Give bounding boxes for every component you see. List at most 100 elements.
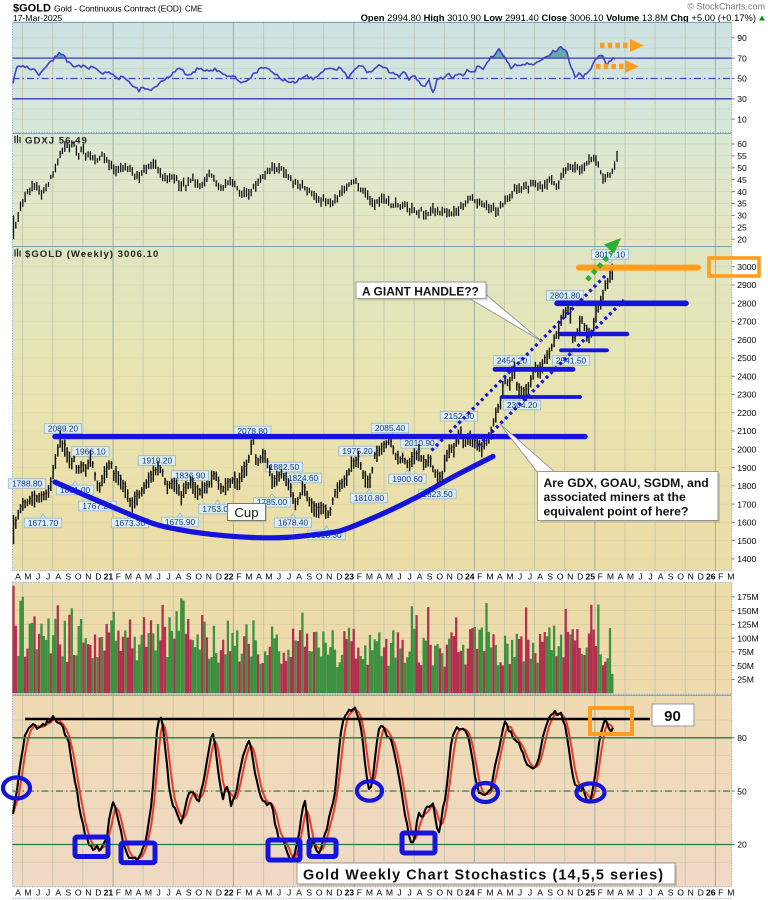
svg-text:A: A xyxy=(417,572,423,582)
svg-text:M: M xyxy=(265,888,272,898)
svg-text:1753.00: 1753.00 xyxy=(202,504,233,514)
svg-text:M: M xyxy=(145,888,152,898)
svg-text:A: A xyxy=(618,888,624,898)
svg-text:2085.40: 2085.40 xyxy=(375,423,406,433)
svg-text:70: 70 xyxy=(737,53,747,63)
svg-text:M: M xyxy=(486,888,493,898)
svg-text:J: J xyxy=(407,888,411,898)
svg-text:A: A xyxy=(537,888,543,898)
svg-text:S: S xyxy=(65,572,71,582)
svg-text:S: S xyxy=(668,572,674,582)
svg-text:M: M xyxy=(245,572,252,582)
svg-text:D: D xyxy=(216,888,222,898)
svg-text:1700: 1700 xyxy=(737,499,756,509)
svg-text:Cup: Cup xyxy=(234,505,258,520)
svg-text:M: M xyxy=(245,888,252,898)
svg-text:M: M xyxy=(125,888,132,898)
svg-text:equivalent point of here?: equivalent point of here? xyxy=(544,505,689,519)
svg-text:2801.80: 2801.80 xyxy=(550,290,581,300)
svg-text:2800: 2800 xyxy=(737,298,756,308)
svg-text:40: 40 xyxy=(737,187,747,197)
svg-text:M: M xyxy=(386,572,393,582)
svg-text:17-Mar-2025: 17-Mar-2025 xyxy=(13,13,62,23)
svg-text:22: 22 xyxy=(224,888,234,898)
svg-text:1500: 1500 xyxy=(737,536,756,546)
svg-text:GDXJ 56.49: GDXJ 56.49 xyxy=(25,136,88,147)
svg-text:M: M xyxy=(366,888,373,898)
svg-text:A: A xyxy=(377,572,383,582)
svg-text:N: N xyxy=(567,888,573,898)
svg-text:M: M xyxy=(506,888,513,898)
svg-text:A: A xyxy=(537,572,543,582)
svg-text:2454.20: 2454.20 xyxy=(497,355,528,365)
svg-text:1975.20: 1975.20 xyxy=(342,446,373,456)
svg-text:60: 60 xyxy=(737,139,747,149)
svg-text:F: F xyxy=(116,888,121,898)
svg-text:M: M xyxy=(125,572,132,582)
svg-text:2100: 2100 xyxy=(737,426,756,436)
svg-text:25M: 25M xyxy=(737,675,754,685)
svg-text:$GOLD: $GOLD xyxy=(13,3,51,15)
svg-text:J: J xyxy=(638,572,642,582)
svg-text:J: J xyxy=(287,888,291,898)
svg-text:A: A xyxy=(176,888,182,898)
svg-text:2152.30: 2152.30 xyxy=(444,411,475,421)
svg-text:J: J xyxy=(277,888,281,898)
svg-text:A: A xyxy=(256,572,262,582)
svg-text:M: M xyxy=(145,572,152,582)
svg-text:A: A xyxy=(497,888,503,898)
svg-text:21: 21 xyxy=(104,572,114,582)
svg-text:2000: 2000 xyxy=(737,445,756,455)
svg-text:F: F xyxy=(598,572,603,582)
svg-text:45: 45 xyxy=(737,175,747,185)
svg-text:90: 90 xyxy=(664,708,681,725)
svg-text:F: F xyxy=(718,572,723,582)
svg-text:1900: 1900 xyxy=(737,463,756,473)
svg-text:M: M xyxy=(24,888,31,898)
svg-text:A: A xyxy=(658,572,664,582)
svg-text:A: A xyxy=(417,888,423,898)
svg-text:S: S xyxy=(668,888,674,898)
svg-text:2089.20: 2089.20 xyxy=(48,423,79,433)
svg-text:2541.50: 2541.50 xyxy=(556,355,587,365)
svg-text:N: N xyxy=(85,888,91,898)
svg-text:F: F xyxy=(357,888,362,898)
svg-text:A: A xyxy=(176,572,182,582)
svg-text:D: D xyxy=(698,572,704,582)
svg-text:J: J xyxy=(166,572,170,582)
svg-text:S: S xyxy=(306,572,312,582)
svg-text:J: J xyxy=(156,572,160,582)
svg-text:D: D xyxy=(336,888,342,898)
svg-text:20: 20 xyxy=(737,840,747,850)
svg-text:O: O xyxy=(195,572,202,582)
svg-text:30: 30 xyxy=(737,94,747,104)
svg-text:© StockCharts.com: © StockCharts.com xyxy=(687,2,765,12)
svg-text:150M: 150M xyxy=(737,606,759,616)
svg-text:2078.80: 2078.80 xyxy=(237,426,268,436)
svg-text:2700: 2700 xyxy=(737,317,756,327)
svg-text:O: O xyxy=(677,572,684,582)
svg-text:D: D xyxy=(577,572,583,582)
svg-text:24: 24 xyxy=(465,888,475,898)
svg-text:1810.80: 1810.80 xyxy=(354,493,385,503)
svg-text:2304.20: 2304.20 xyxy=(507,400,538,410)
svg-text:Are GDX, GOAU, SGDM, and: Are GDX, GOAU, SGDM, and xyxy=(544,476,709,490)
svg-text:O: O xyxy=(557,572,564,582)
svg-text:F: F xyxy=(598,888,603,898)
svg-text:O: O xyxy=(557,888,564,898)
svg-text:A: A xyxy=(658,888,664,898)
svg-text:O: O xyxy=(316,888,323,898)
svg-text:A: A xyxy=(377,888,383,898)
svg-text:25: 25 xyxy=(586,572,596,582)
svg-text:J: J xyxy=(528,572,532,582)
svg-text:S: S xyxy=(547,572,553,582)
svg-text:A: A xyxy=(55,888,61,898)
svg-text:50: 50 xyxy=(737,74,747,84)
svg-text:80: 80 xyxy=(737,733,747,743)
svg-text:2600: 2600 xyxy=(737,335,756,345)
svg-text:175M: 175M xyxy=(737,592,759,602)
svg-text:A: A xyxy=(296,888,302,898)
svg-text:D: D xyxy=(698,888,704,898)
svg-text:55: 55 xyxy=(737,151,747,161)
svg-text:O: O xyxy=(316,572,323,582)
